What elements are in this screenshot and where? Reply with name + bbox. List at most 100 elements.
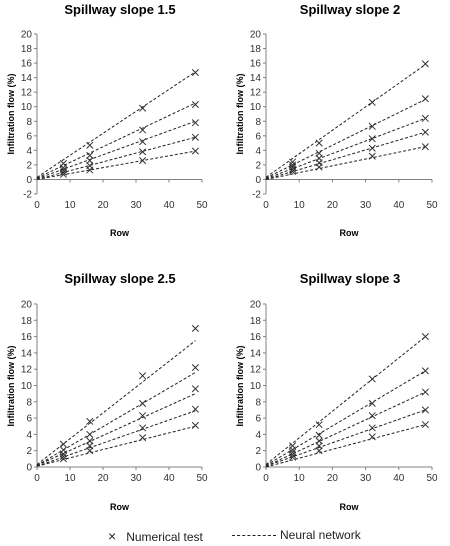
numerical-test-point xyxy=(139,434,147,442)
numerical-test-point xyxy=(139,126,147,134)
cross-stroke xyxy=(59,440,67,448)
chart-panel-3: Spillway slope 2.5 0 2 4 6 8 10 12 14 16 18 20 0 10 20… xyxy=(6,271,208,512)
numerical-test-point xyxy=(139,156,147,165)
y-tick-label: 8 xyxy=(26,117,32,128)
chart-title: Spillway slope 2.5 xyxy=(64,271,175,286)
cross-stroke xyxy=(86,417,94,425)
cross-stroke xyxy=(59,168,67,176)
cross-stroke xyxy=(421,128,429,136)
cross-stroke xyxy=(139,434,147,442)
numerical-test-point xyxy=(421,95,429,103)
legend-label-neural: Neural network xyxy=(280,528,361,542)
numerical-test-point xyxy=(191,100,199,109)
y-tick-label: 10 xyxy=(21,381,33,392)
numerical-test-point xyxy=(86,447,94,455)
x-tick-label: 40 xyxy=(163,473,175,484)
numerical-test-point xyxy=(139,372,147,380)
chart-title: Spillway slope 2 xyxy=(300,2,400,17)
cross-stroke xyxy=(86,156,94,165)
numerical-test-point xyxy=(139,148,147,156)
y-tick-label: 8 xyxy=(255,117,261,128)
cross-stroke xyxy=(139,424,147,432)
y-axis-label: Infiltration flow (%) xyxy=(6,74,16,155)
y-tick-label: 0 xyxy=(255,463,261,474)
numerical-test-point xyxy=(289,165,297,173)
numerical-test-point xyxy=(191,364,199,372)
x-tick-label: 40 xyxy=(393,473,405,484)
numerical-test-point xyxy=(368,152,376,160)
numerical-test-point xyxy=(368,144,376,152)
cross-stroke xyxy=(368,399,376,407)
x-tick-label: 10 xyxy=(294,473,306,484)
y-axis-label: Infiltration flow (%) xyxy=(235,346,245,427)
y-tick-label: 2 xyxy=(26,160,32,171)
numerical-test-point xyxy=(421,406,429,414)
numerical-test-point xyxy=(86,166,94,174)
cross-stroke xyxy=(421,114,429,122)
y-tick-label: 2 xyxy=(255,446,261,457)
neural-network-line xyxy=(36,393,196,466)
y-tick-label: 12 xyxy=(21,365,33,376)
numerical-test-point xyxy=(86,141,94,149)
y-tick-label: 20 xyxy=(21,30,33,41)
cross-stroke xyxy=(368,144,376,152)
y-tick-label: 18 xyxy=(250,44,262,55)
cross-stroke xyxy=(86,151,94,160)
numerical-test-point xyxy=(139,399,147,407)
numerical-test-point xyxy=(421,367,429,375)
numerical-test-point xyxy=(368,135,376,143)
cross-stroke xyxy=(315,447,323,455)
cross-stroke xyxy=(191,133,199,141)
y-tick-label: -2 xyxy=(252,190,261,201)
numerical-test-point xyxy=(315,149,323,157)
x-tick-label: 30 xyxy=(360,200,372,211)
legend-numerical-test: × Numerical test xyxy=(108,528,203,544)
x-tick-label: 0 xyxy=(263,200,269,211)
cross-stroke xyxy=(191,405,199,413)
y-tick-label: 18 xyxy=(21,316,33,327)
numerical-test-point xyxy=(59,440,67,448)
cross-marker-icon: × xyxy=(108,528,117,544)
x-axis-label: Row xyxy=(110,502,130,512)
y-tick-label: 14 xyxy=(250,73,262,84)
numerical-test-point xyxy=(139,412,147,420)
cross-stroke xyxy=(59,455,67,463)
cross-stroke xyxy=(421,367,429,375)
cross-stroke xyxy=(368,98,376,106)
numerical-test-point xyxy=(139,424,147,432)
cross-stroke xyxy=(139,126,147,134)
x-tick-label: 10 xyxy=(64,473,76,484)
x-tick-label: 10 xyxy=(294,200,306,211)
cross-stroke xyxy=(289,451,297,459)
cross-stroke xyxy=(86,430,94,438)
cross-stroke xyxy=(289,167,297,176)
cross-stroke xyxy=(368,152,376,160)
y-tick-label: 20 xyxy=(250,300,262,311)
cross-stroke xyxy=(139,138,147,146)
neural-network-line xyxy=(265,146,426,180)
numerical-test-point xyxy=(315,139,323,147)
y-tick-label: 0 xyxy=(26,175,32,186)
numerical-test-point xyxy=(86,417,94,425)
y-tick-label: 6 xyxy=(26,414,32,425)
x-axis-label: Row xyxy=(340,228,360,238)
y-tick-label: 2 xyxy=(255,160,261,171)
x-tick-label: 0 xyxy=(34,200,40,211)
legend-neural-network: Neural network xyxy=(232,528,361,542)
legend-label-numerical: Numerical test xyxy=(126,530,203,544)
y-tick-label: 8 xyxy=(26,397,32,408)
numerical-test-point xyxy=(421,333,429,341)
cross-stroke xyxy=(191,421,199,429)
numerical-test-point xyxy=(368,399,376,407)
numerical-test-point xyxy=(421,114,429,122)
cross-stroke xyxy=(368,412,376,420)
numerical-test-point xyxy=(368,412,376,420)
y-tick-label: 12 xyxy=(250,365,262,376)
y-tick-label: 0 xyxy=(26,463,32,474)
neural-network-line xyxy=(265,117,426,180)
y-tick-label: -2 xyxy=(23,190,32,201)
neural-network-line xyxy=(265,424,426,468)
